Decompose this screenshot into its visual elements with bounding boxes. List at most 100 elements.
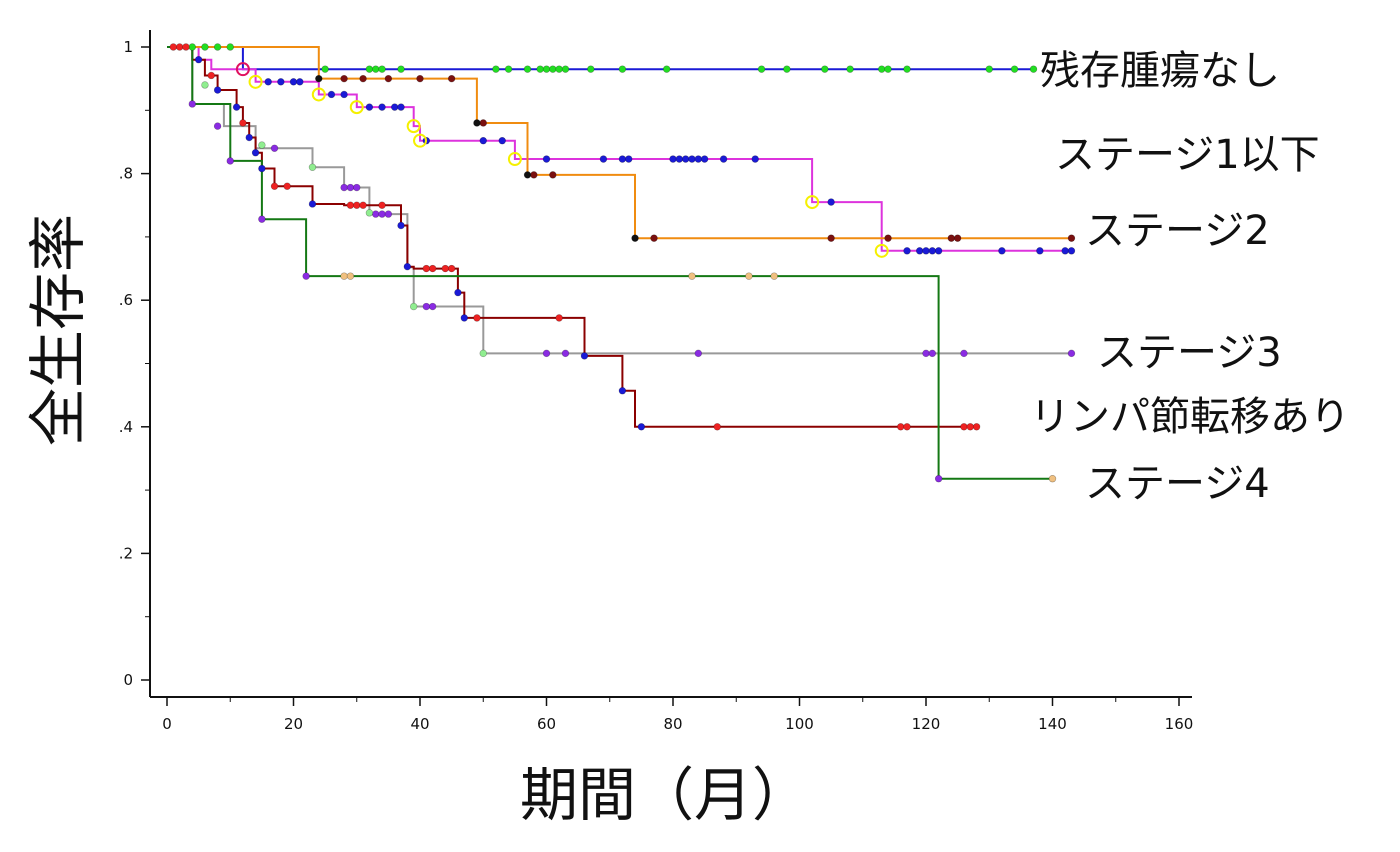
censor-marker [340, 90, 348, 99]
censor-marker [669, 155, 677, 163]
event-marker [523, 171, 532, 179]
x-tick-label: 160 [1165, 715, 1194, 733]
censor-marker [1067, 234, 1076, 242]
x-tick-label: 60 [537, 715, 556, 733]
censor-marker [542, 155, 551, 163]
series-label-stage2: ステージ2 [1085, 208, 1270, 254]
censor-marker [903, 423, 911, 431]
censor-marker [618, 65, 627, 73]
event-marker [239, 119, 247, 127]
censor-marker [479, 119, 487, 127]
event-marker [460, 314, 468, 322]
censor-marker [928, 247, 937, 255]
censor-marker [599, 155, 608, 163]
censor-marker [1036, 247, 1044, 255]
censor-marker [340, 272, 348, 280]
censor-marker [447, 264, 456, 273]
event-marker [618, 387, 627, 395]
censor-marker [188, 43, 197, 51]
y-tick-label: .4 [119, 418, 133, 436]
highlight-ring [413, 133, 427, 148]
event-marker [258, 164, 266, 173]
event-marker [302, 272, 310, 280]
censor-marker [688, 155, 696, 163]
censor-marker [416, 74, 424, 83]
event-marker [270, 182, 279, 190]
censor-marker [340, 74, 348, 83]
censor-marker [296, 78, 304, 86]
series-label-stage4: ステージ4 [1085, 461, 1270, 507]
censor-marker [700, 155, 709, 163]
censor-marker [498, 136, 506, 145]
censor-marker [694, 349, 702, 358]
event-marker [315, 74, 323, 83]
ticks: 0 20 40 60 80 100 120 140 160 0 .2 .4 .6 .8 1 [119, 38, 1194, 733]
censor-marker [953, 234, 962, 242]
x-tick-label: 120 [912, 715, 941, 733]
censor-marker [884, 234, 892, 242]
censor-marker [903, 65, 911, 73]
censor-marker [289, 78, 298, 86]
censor-marker [827, 198, 835, 206]
censor-marker [353, 201, 361, 209]
event-marker [245, 133, 253, 142]
censor-marker [884, 65, 892, 73]
censor-marker [1061, 247, 1069, 255]
highlight-ring [507, 152, 522, 167]
censor-marker [359, 201, 367, 209]
series-line-4 [167, 46, 977, 428]
censor-marker [378, 210, 386, 218]
censor-marker [277, 78, 285, 86]
censor-marker [1067, 247, 1076, 255]
censor-marker [169, 43, 178, 51]
censor-marker [561, 65, 570, 73]
censor-marker [922, 349, 930, 358]
censor-marker [770, 272, 778, 280]
censor-marker [915, 247, 924, 255]
x-tick-label: 0 [162, 715, 172, 733]
censor-marker [264, 78, 272, 86]
event-marker [232, 103, 241, 111]
censor-marker [175, 43, 184, 51]
event-marker [258, 141, 266, 149]
censor-marker [985, 65, 993, 73]
censor-marker [688, 272, 696, 280]
series-line-5 [167, 46, 1053, 480]
x-tick-label: 140 [1038, 715, 1067, 733]
axes [149, 30, 1192, 698]
highlight-ring [874, 243, 889, 258]
censor-marker [625, 155, 633, 163]
event-marker [365, 209, 374, 217]
censor-marker [391, 103, 399, 111]
censor-marker [346, 272, 355, 280]
series-line-2 [167, 46, 1072, 240]
censor-marker [378, 201, 386, 209]
censor-marker [321, 65, 329, 73]
series-label-stage3: ステージ3 [1097, 330, 1282, 376]
highlight-ring [805, 195, 820, 210]
censor-marker [346, 201, 355, 209]
censor-marker [1029, 65, 1038, 73]
censor-marker [365, 65, 374, 73]
event-marker [207, 71, 215, 80]
censor-marker [353, 183, 361, 192]
censor-marker [372, 210, 380, 218]
event-marker [188, 100, 197, 108]
x-axis-title: 期間（月） [520, 761, 810, 829]
y-tick-label: .8 [119, 165, 133, 183]
censor-marker [327, 90, 336, 99]
series-label-lymph: リンパ節転移あり [1030, 394, 1350, 440]
censor-marker [542, 65, 551, 73]
censor-marker [821, 65, 829, 73]
censor-marker [757, 65, 766, 73]
censor-marker [675, 155, 684, 163]
censor-marker [441, 264, 449, 273]
censor-marker [681, 155, 690, 163]
censor-marker [422, 302, 431, 311]
censor-marker [201, 43, 209, 51]
censor-marker [428, 264, 437, 273]
censor-marker [1010, 65, 1019, 73]
event-marker [403, 262, 412, 271]
censor-marker [1048, 475, 1057, 483]
censor-marker [359, 74, 367, 83]
